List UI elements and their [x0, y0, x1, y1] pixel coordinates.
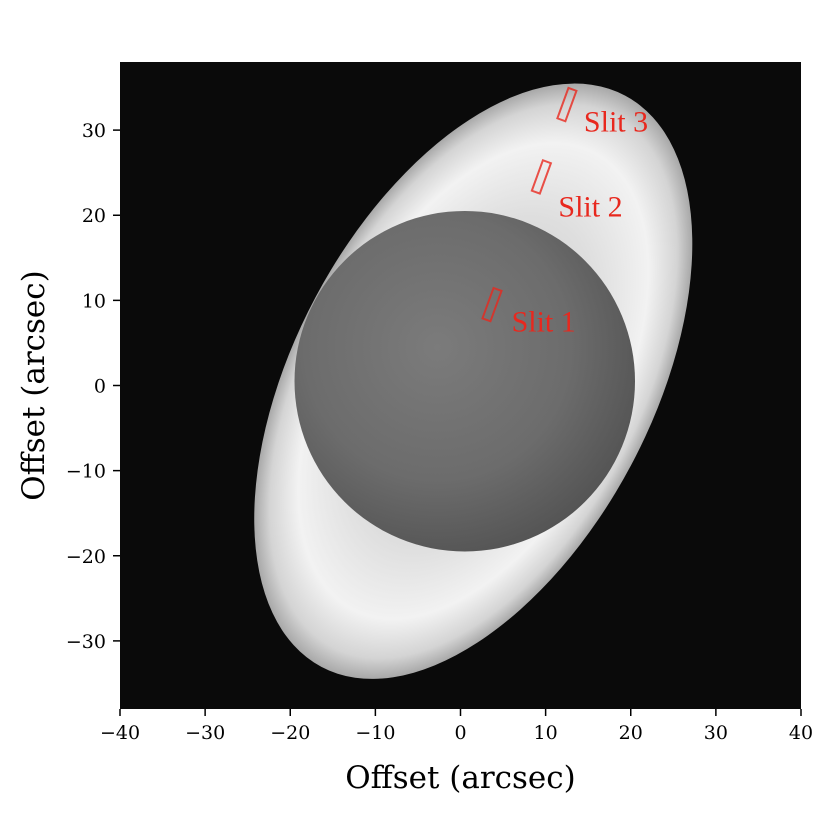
plot-area: Slit 1 Slit 2 Slit 3 [120, 62, 801, 709]
y-tick-label: 0 [94, 376, 106, 398]
slit-2-label: Slit 2 [558, 191, 622, 224]
y-axis: −30 −20 −10 0 10 20 30 [66, 120, 120, 653]
slit-3-label: Slit 3 [584, 106, 648, 139]
slit-3-box [556, 86, 578, 123]
x-axis: −40 −30 −20 −10 0 10 20 30 40 [100, 709, 813, 744]
x-tick-label: −20 [270, 722, 310, 744]
x-tick-label: 0 [454, 722, 466, 744]
slit-1-box [481, 286, 503, 323]
y-tick-label: −20 [66, 546, 106, 568]
x-tick-label: 40 [789, 722, 813, 744]
y-axis-title: Offset (arcsec) [16, 270, 52, 500]
y-tick-label: 10 [82, 290, 106, 312]
y-tick-label: 30 [82, 120, 106, 142]
x-tick-label: −30 [185, 722, 225, 744]
y-tick-label: −30 [66, 631, 106, 653]
x-tick-label: −40 [100, 722, 140, 744]
y-tick-label: 20 [82, 205, 106, 227]
x-tick-label: −10 [355, 722, 395, 744]
nebula-inner-disk [294, 210, 636, 552]
x-tick-label: 30 [704, 722, 728, 744]
slit-2-box [530, 158, 553, 195]
x-axis-title: Offset (arcsec) [345, 760, 575, 796]
slit-1-label: Slit 1 [512, 306, 576, 339]
slits-layer: Slit 1 Slit 2 Slit 3 [481, 86, 648, 339]
x-tick-label: 20 [619, 722, 643, 744]
y-tick-label: −10 [66, 461, 106, 483]
x-tick-label: 10 [534, 722, 558, 744]
